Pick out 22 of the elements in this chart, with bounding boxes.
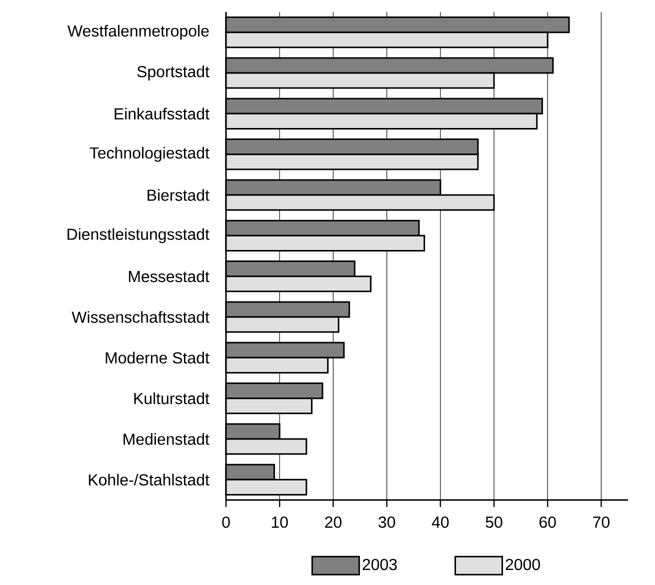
y-tick-label: Bierstadt xyxy=(148,189,210,201)
y-tick-label: Medienstadt xyxy=(124,433,210,445)
y-tick-label: Kulturstadt xyxy=(134,392,210,404)
y-tick-label: Dienstleistungsstadt xyxy=(68,228,210,244)
x-tick-label: 10 xyxy=(272,516,288,528)
x-tick-label: 70 xyxy=(593,516,610,528)
y-tick-label: Einkaufsstadt xyxy=(114,108,210,120)
legend-label: 2003 xyxy=(362,558,397,570)
y-tick-label: Messestadt xyxy=(128,270,210,282)
x-tick-label: 30 xyxy=(378,516,396,528)
legend-label: 2000 xyxy=(506,558,540,570)
x-tick-label: 50 xyxy=(486,516,502,528)
x-tick-label: 20 xyxy=(325,516,342,528)
y-tick-label: Kohle-/Stahlstadt xyxy=(88,474,210,486)
x-tick-label: 40 xyxy=(432,516,449,528)
y-tick-label: Sportstadt xyxy=(137,66,210,80)
y-tick-label: Westfalenmetropole xyxy=(68,24,209,40)
x-tick-label: 0 xyxy=(222,516,230,528)
y-tick-label: Moderne Stadt xyxy=(106,352,210,364)
x-tick-label: 60 xyxy=(540,516,556,528)
y-tick-label: Technologiestadt xyxy=(90,146,210,162)
y-tick-label: Wissenschaftsstadt xyxy=(72,311,210,323)
